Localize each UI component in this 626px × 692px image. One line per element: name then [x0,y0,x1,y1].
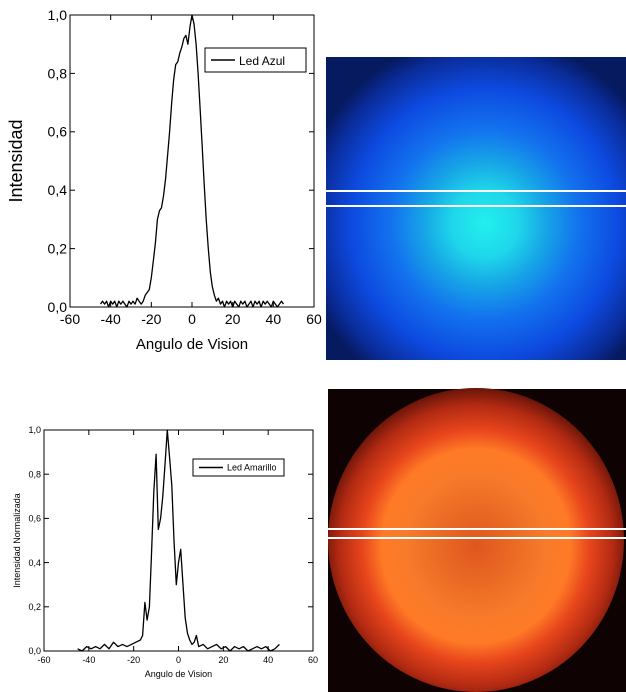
x-tick-label: 0 [176,655,181,665]
y-tick-label: 0,8 [48,65,68,81]
y-axis-label: Intensidad [6,119,26,202]
legend-label: Led Amarillo [227,463,277,473]
x-tick-label: 40 [263,655,273,665]
series-line [99,14,285,308]
x-tick-label: 20 [218,655,228,665]
yellow-led-chart: -60 -40 -20 0 20 40 60 0,0 0,2 0,4 0,6 0,8 1,0 Angulo… [12,425,318,679]
x-tick-label: -20 [141,311,161,327]
x-tick-label: 0 [188,311,196,327]
y-tick-label: 0,6 [48,124,68,140]
x-tick-label: 40 [266,311,282,327]
y-tick-label: 0,4 [28,558,41,568]
orange-led-image [328,388,626,692]
y-tick-label: 0,4 [48,182,68,198]
y-tick-label: 1,0 [28,425,41,435]
y-tick-label: 0,2 [28,602,41,612]
y-tick-label: 0,6 [28,514,41,524]
x-tick-label: 60 [308,655,318,665]
blue-led-chart: -60 -40 -20 0 20 40 60 0,0 0,2 0,4 0,6 0,8 1,0 Angulo… [6,7,322,353]
x-tick-label: 60 [306,311,322,327]
legend-label: Led Azul [239,54,285,68]
y-axis-label: Intensidad Normalizada [12,493,22,588]
y-tick-label: 0,0 [48,299,68,315]
x-axis-label: Angulo de Vision [145,669,212,679]
legend-box [192,458,285,477]
y-tick-label: 0,8 [28,469,41,479]
x-axis-label: Angulo de Vision [136,336,248,353]
x-tick-label: 20 [225,311,241,327]
y-tick-label: 0,2 [48,241,68,257]
x-tick-label: -20 [127,655,140,665]
x-tick-label: -60 [60,311,80,327]
series-line [77,429,280,652]
x-tick-label: -40 [101,311,121,327]
y-tick-label: 0,0 [28,646,41,656]
blue-led-image [326,57,626,360]
x-tick-label: -40 [82,655,95,665]
y-tick-label: 1,0 [48,7,68,23]
x-tick-label: -60 [37,655,50,665]
